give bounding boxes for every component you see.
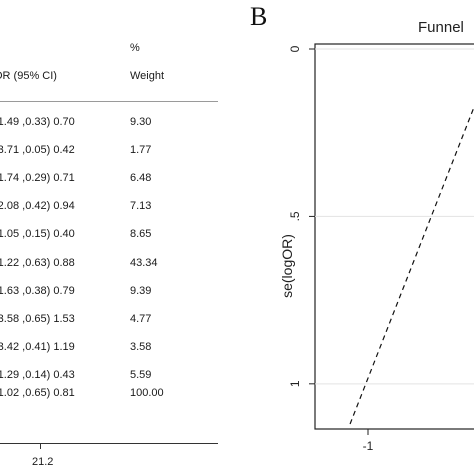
row-or-ci: 0.88 (0.63, 1.22): [0, 257, 75, 269]
funnel-reference-line: [349, 105, 474, 425]
row-or-ci: 0.79 (0.38, 1.63): [0, 285, 75, 297]
or-ci-header: OR (95% CI): [0, 70, 57, 82]
row-or-ci: 0.43 (0.14, 1.29): [0, 369, 75, 381]
weight-header: Weight: [130, 70, 165, 82]
x-axis-line: [0, 443, 218, 444]
row-or-ci: 1.19 (0.41, 3.42): [0, 341, 75, 353]
row-weight: 5.59: [130, 369, 152, 381]
panel-letter-b: B: [250, 2, 268, 31]
x-axis-tick: [40, 443, 41, 449]
row-weight: 9.39: [130, 285, 152, 297]
x-tick-label: -1: [363, 439, 374, 453]
percent-header: %: [130, 42, 140, 54]
row-or-ci: 0.42 (0.05, 3.71): [0, 144, 75, 156]
row-or-ci: 0.94 (0.42, 2.08): [0, 200, 75, 212]
x-axis: -1: [363, 429, 374, 453]
row-weight: 100.00: [130, 387, 164, 399]
row-weight: 7.13: [130, 200, 152, 212]
row-or-ci: 0.40 (0.15, 1.05): [0, 228, 75, 240]
y-axis: 0.51: [288, 45, 474, 387]
y-tick-label: 1: [288, 380, 302, 387]
y-tick-label: 0: [288, 45, 302, 52]
row-or-ci: 0.81 (0.65, 1.02): [0, 387, 75, 399]
funnel-title: Funnel: [418, 19, 464, 36]
plot-frame: [314, 43, 474, 430]
row-weight: 6.48: [130, 172, 152, 184]
row-weight: 1.77: [130, 144, 152, 156]
row-weight: 9.30: [130, 116, 152, 128]
x-axis-tick-label: 21.2: [32, 456, 54, 468]
y-tick-label: .5: [288, 211, 302, 221]
row-weight: 43.34: [130, 257, 158, 269]
row-or-ci: 0.71 (0.29, 1.74): [0, 172, 75, 184]
row-weight: 8.65: [130, 228, 152, 240]
row-or-ci: 1.53 (0.65, 3.58): [0, 313, 75, 325]
row-weight: 3.58: [130, 341, 152, 353]
row-weight: 4.77: [130, 313, 152, 325]
y-axis-label: se(logOR): [279, 234, 295, 298]
header-divider: [0, 101, 218, 102]
row-or-ci: 0.70 (0.33, 1.49): [0, 116, 75, 128]
reference-lines: [349, 105, 474, 425]
